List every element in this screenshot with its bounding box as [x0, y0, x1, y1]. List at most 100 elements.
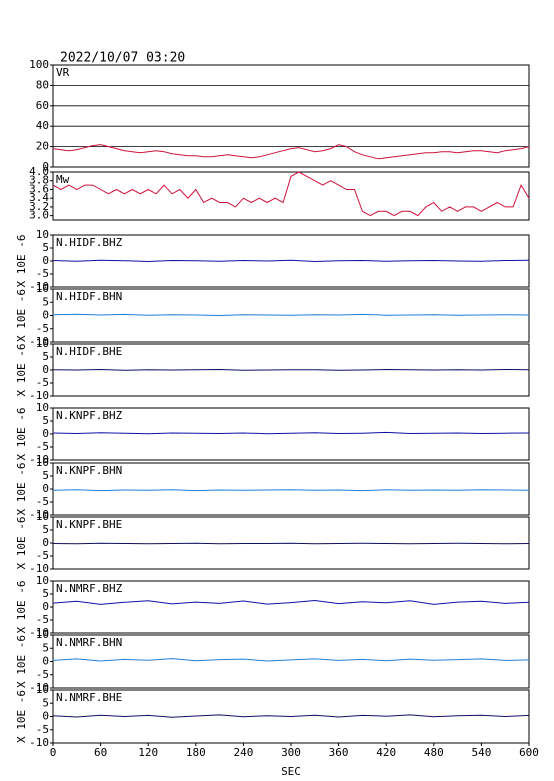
y-tick-label: 0 [42, 160, 49, 173]
y-tick-label: 3.8 [29, 174, 49, 187]
x-tick-label: 360 [329, 746, 349, 759]
panel-frame [52, 64, 530, 168]
panel-frame [52, 462, 530, 516]
y-tick-label: 10 [36, 683, 49, 696]
y-tick-label: 0 [42, 655, 49, 668]
y-tick-label: 3.6 [29, 182, 49, 195]
y-tick-label: -5 [36, 723, 49, 736]
panel-label: N.HIDF.BHN [56, 290, 122, 303]
y-tick-label: 3.4 [29, 191, 49, 204]
y-tick-label: -10 [29, 508, 49, 521]
y-tick-label: 0 [42, 427, 49, 440]
y-tick-label: 5 [42, 350, 49, 363]
panel-label: N.HIDF.BHZ [56, 236, 123, 249]
panel-label: N.KNPF.BHE [56, 518, 122, 531]
y-tick-label: 10 [36, 228, 49, 241]
y-tick-label: 0 [42, 600, 49, 613]
x-tick-label: 240 [233, 746, 253, 759]
y-tick-label: -10 [29, 453, 49, 466]
y-axis-label: X 10E -6 [15, 690, 28, 743]
y-tick-label: 3.2 [29, 200, 49, 213]
y-tick-label: 0 [42, 482, 49, 495]
y-axis-label: X 10E -6 [15, 463, 28, 516]
y-axis-label: X 10E -6 [15, 289, 28, 342]
x-axis-label: SEC [281, 765, 301, 778]
x-tick-label: 420 [376, 746, 396, 759]
trace-line [52, 542, 530, 545]
y-tick-label: -5 [36, 549, 49, 562]
panel-frame [52, 407, 530, 461]
x-tick-label: 600 [519, 746, 539, 759]
y-tick-label: -5 [36, 495, 49, 508]
y-tick-label: 10 [36, 282, 49, 295]
panel-label: N.HIDF.BHE [56, 345, 122, 358]
y-tick-label: 0 [42, 363, 49, 376]
y-tick-label: -5 [36, 376, 49, 389]
trace-line [52, 489, 530, 492]
chart-title: 2022/10/07 03:20 [60, 51, 185, 66]
trace-line [52, 144, 530, 160]
y-tick-label: 10 [36, 337, 49, 350]
y-tick-label: -10 [29, 562, 49, 575]
y-tick-label: 5 [42, 469, 49, 482]
y-tick-label: 40 [36, 119, 49, 132]
panel-frame [52, 171, 530, 221]
trace-line [52, 599, 530, 605]
y-tick-label: 4.0 [29, 165, 49, 178]
y-tick-label: 10 [36, 401, 49, 414]
panel-frame [52, 580, 530, 634]
y-tick-label: -5 [36, 267, 49, 280]
x-tick-label: 0 [50, 746, 57, 759]
y-tick-label: 5 [42, 241, 49, 254]
y-tick-label: 0 [42, 309, 49, 322]
y-tick-label: -10 [29, 389, 49, 402]
y-tick-label: 3.0 [29, 209, 49, 222]
y-tick-label: -10 [29, 280, 49, 293]
y-tick-label: -5 [36, 613, 49, 626]
y-axis-label: X 10E -6 [15, 635, 28, 688]
trace-line [52, 431, 530, 435]
trace-line [52, 171, 530, 217]
panel-label: N.KNPF.BHN [56, 464, 122, 477]
y-tick-label: 10 [36, 456, 49, 469]
x-tick-label: 480 [424, 746, 444, 759]
x-tick-label: 540 [471, 746, 491, 759]
y-tick-label: 0 [42, 254, 49, 267]
trace-line [52, 658, 530, 662]
panel-label: N.KNPF.BHZ [56, 409, 123, 422]
y-axis-label: X 10E -6 [15, 235, 28, 288]
panel-label: VR [56, 66, 70, 79]
y-tick-label: 5 [42, 414, 49, 427]
y-tick-label: -10 [29, 681, 49, 694]
panel-label: N.NMRF.BHN [56, 636, 122, 649]
y-tick-label: -5 [36, 322, 49, 335]
y-tick-label: -5 [36, 440, 49, 453]
x-tick-label: 120 [138, 746, 158, 759]
y-tick-label: 20 [36, 140, 49, 153]
y-tick-label: 0 [42, 536, 49, 549]
panel-label: Mw [56, 173, 70, 186]
y-tick-label: 5 [42, 641, 49, 654]
x-tick-label: 60 [94, 746, 107, 759]
y-tick-label: 80 [36, 78, 49, 91]
y-tick-label: 10 [36, 628, 49, 641]
y-tick-label: 5 [42, 696, 49, 709]
y-tick-label: 60 [36, 99, 49, 112]
y-tick-label: -10 [29, 736, 49, 749]
trace-line [52, 259, 530, 263]
y-tick-label: -10 [29, 335, 49, 348]
y-tick-label: 0 [42, 710, 49, 723]
panel-label: N.NMRF.BHE [56, 691, 122, 704]
y-tick-label: -5 [36, 668, 49, 681]
y-axis-label: X 10E -6 [15, 408, 28, 461]
x-tick-label: 300 [281, 746, 301, 759]
y-tick-label: 10 [36, 574, 49, 587]
y-tick-label: 5 [42, 523, 49, 536]
y-tick-label: 5 [42, 587, 49, 600]
y-tick-label: 100 [29, 58, 49, 71]
x-tick-label: 180 [186, 746, 206, 759]
trace-line [52, 368, 530, 371]
y-tick-label: 10 [36, 510, 49, 523]
panel-label: N.NMRF.BHZ [56, 582, 123, 595]
